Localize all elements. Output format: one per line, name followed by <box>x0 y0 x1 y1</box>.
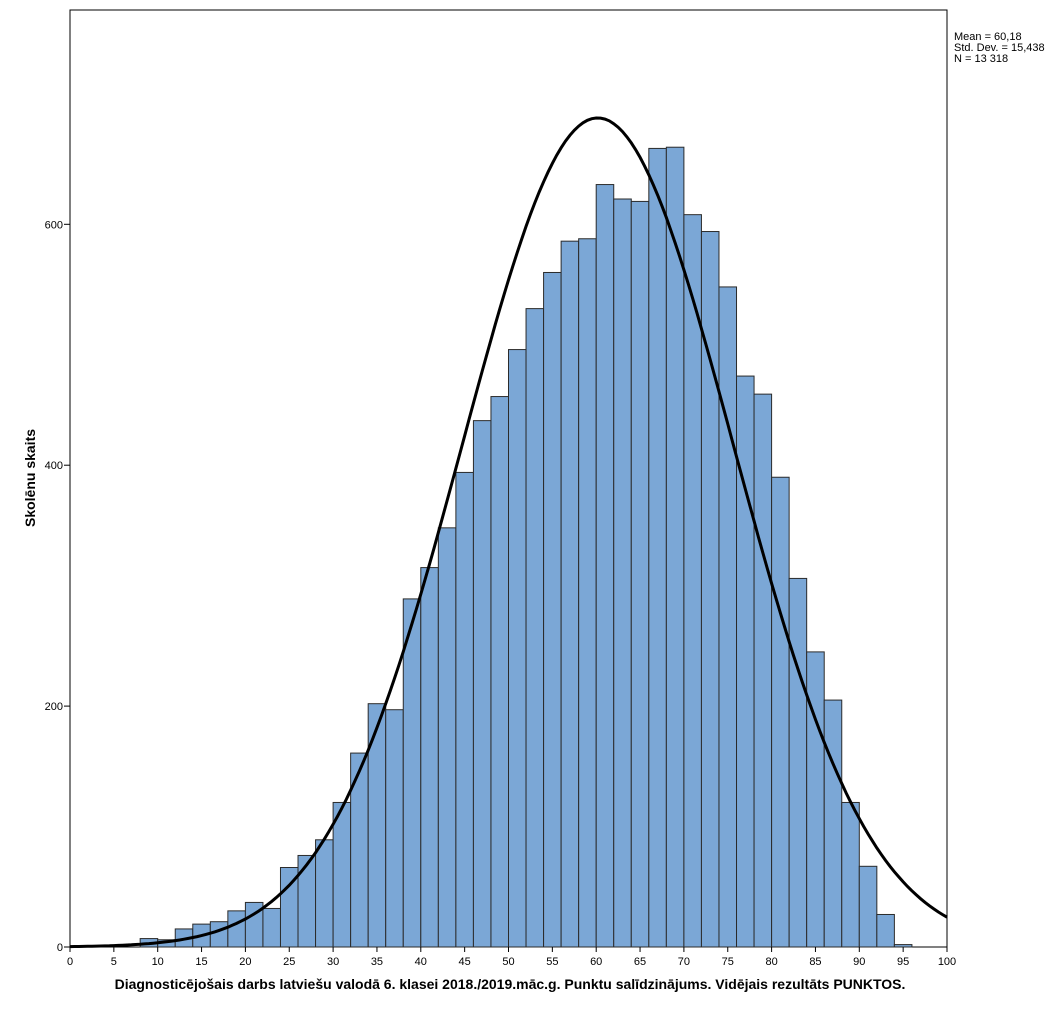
x-tick-label: 75 <box>722 956 734 968</box>
y-tick-label: 200 <box>45 701 63 713</box>
stats-std: Std. Dev. = 15,438 <box>954 42 1045 54</box>
x-tick-label: 35 <box>371 956 383 968</box>
histogram-bar <box>420 567 439 948</box>
histogram-bar <box>753 393 773 948</box>
histogram-bar <box>613 198 632 948</box>
stats-n: N = 13 318 <box>954 53 1008 65</box>
histogram-bar <box>665 146 685 948</box>
histogram-bar <box>876 913 895 948</box>
x-axis: 0 5 10 15 20 25 30 35 40 45 50 55 60 65 70 75 80 85 90 95 10… <box>67 947 956 968</box>
x-tick-label: 10 <box>152 956 164 968</box>
y-tick-label: 400 <box>45 460 63 472</box>
histogram-bar <box>332 801 352 948</box>
x-tick-label: 65 <box>634 956 646 968</box>
y-tick-label: 600 <box>45 219 63 231</box>
y-axis-title: Skolēnu skaits <box>22 429 38 527</box>
x-tick-label: 50 <box>502 956 514 968</box>
histogram-bar <box>209 921 229 948</box>
x-tick-label: 90 <box>853 956 865 968</box>
stats-mean: Mean = 60,18 <box>954 31 1022 43</box>
x-axis-title: Diagnosticējošais darbs latviešu valodā … <box>115 976 906 992</box>
histogram-bar <box>560 240 580 948</box>
x-tick-label: 5 <box>111 956 117 968</box>
x-tick-label: 25 <box>283 956 295 968</box>
histogram-bar <box>595 184 615 948</box>
histogram-bar <box>315 839 334 948</box>
histogram-bar <box>841 801 860 948</box>
histogram-bar <box>402 598 422 948</box>
y-axis: 0 200 400 600 <box>45 219 70 954</box>
histogram-bar <box>823 699 843 948</box>
x-tick-label: 85 <box>809 956 821 968</box>
histogram-bar <box>578 238 597 948</box>
histogram-bar <box>806 651 825 948</box>
x-tick-label: 100 <box>938 956 956 968</box>
histogram-bar <box>472 420 492 948</box>
x-tick-label: 95 <box>897 956 909 968</box>
histogram-bar <box>227 910 246 948</box>
histogram-bar <box>437 527 457 948</box>
normal-curve <box>69 116 948 949</box>
histogram-bar <box>771 476 790 948</box>
histogram-bar <box>490 396 509 948</box>
x-tick-label: 15 <box>195 956 207 968</box>
x-tick-label: 40 <box>415 956 427 968</box>
histogram-bar <box>858 865 878 948</box>
x-tick-label: 30 <box>327 956 339 968</box>
bars-group <box>139 146 913 948</box>
histogram-bar <box>262 907 281 948</box>
x-tick-label: 20 <box>239 956 251 968</box>
histogram-bar <box>525 308 545 948</box>
histogram-bar <box>508 349 527 948</box>
x-tick-label: 70 <box>678 956 690 968</box>
x-tick-label: 60 <box>590 956 602 968</box>
x-tick-label: 80 <box>765 956 777 968</box>
histogram-bar <box>788 577 808 948</box>
x-tick-label: 0 <box>67 956 73 968</box>
histogram-bar <box>893 944 913 948</box>
x-tick-label: 55 <box>546 956 558 968</box>
histogram-bar <box>385 709 404 948</box>
histogram-bar <box>297 854 317 948</box>
histogram-bar <box>648 147 667 948</box>
x-tick-label: 45 <box>459 956 471 968</box>
histogram-bar <box>718 286 738 948</box>
histogram-bar <box>455 471 474 948</box>
histogram-bar <box>630 200 650 948</box>
y-tick-label: 0 <box>57 942 63 954</box>
histogram-bar <box>543 271 562 948</box>
